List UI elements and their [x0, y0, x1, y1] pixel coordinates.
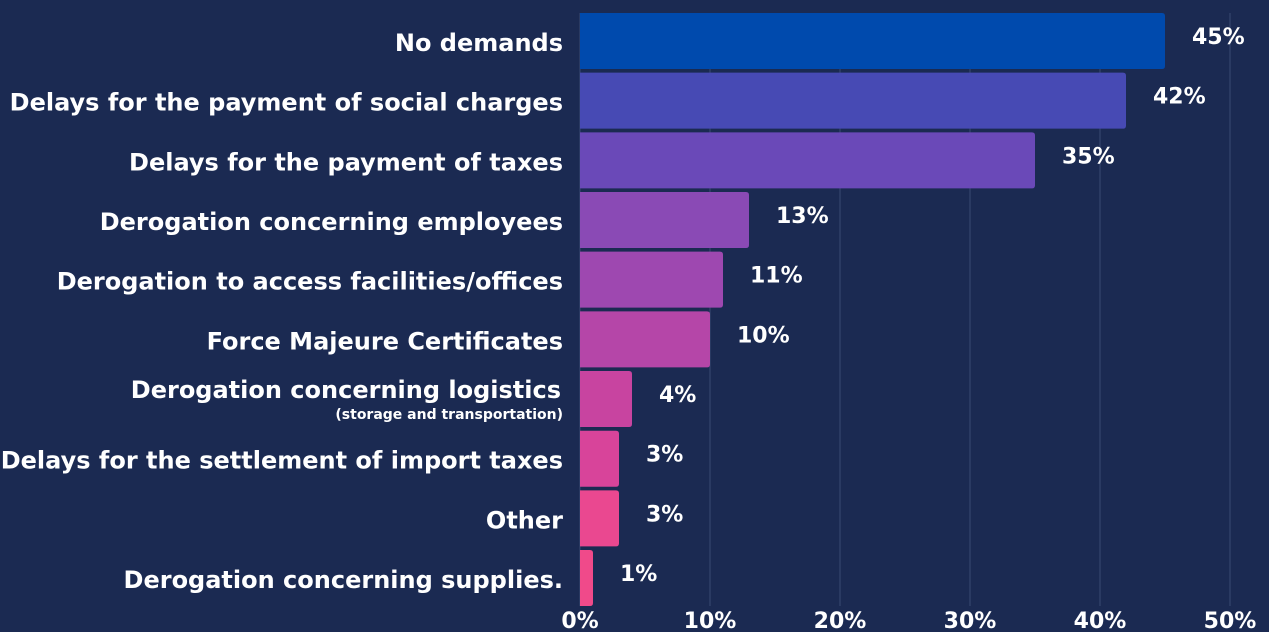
value-label: 10% — [737, 323, 790, 348]
category-label: Derogation concerning logistics — [131, 376, 561, 404]
x-tick-label: 0% — [561, 609, 598, 632]
value-label: 45% — [1192, 25, 1245, 50]
x-tick-label: 40% — [1074, 609, 1127, 632]
value-label: 13% — [776, 204, 829, 229]
x-tick-label: 10% — [684, 609, 737, 632]
category-sublabel: (storage and transportation) — [335, 407, 563, 423]
bar — [580, 371, 632, 428]
category-label: Derogation concerning supplies. — [124, 566, 563, 594]
category-label: Derogation to access facilities/offices — [57, 268, 563, 296]
x-tick-label: 20% — [814, 609, 867, 632]
category-label: Derogation concerning employees — [100, 208, 563, 236]
bar — [580, 13, 1165, 69]
value-label: 11% — [750, 264, 803, 289]
bar — [580, 430, 619, 487]
category-label: Delays for the payment of taxes — [129, 148, 563, 176]
category-label: Other — [486, 506, 563, 534]
category-label: No demands — [395, 29, 563, 57]
bar — [580, 490, 619, 547]
value-label: 42% — [1153, 85, 1206, 110]
bar — [580, 251, 723, 308]
category-label: Delays for the payment of social charges — [10, 89, 563, 117]
x-tick-label: 50% — [1204, 609, 1257, 632]
bar — [580, 132, 1035, 189]
category-label: Force Majeure Certificates — [207, 327, 563, 355]
category-label: Delays for the settlement of import taxe… — [1, 447, 563, 475]
bar — [580, 72, 1126, 129]
value-label: 1% — [620, 562, 657, 587]
x-tick-label: 30% — [944, 609, 997, 632]
bar — [580, 192, 749, 249]
bar — [580, 550, 593, 607]
value-label: 3% — [646, 443, 683, 468]
value-label: 4% — [659, 383, 696, 408]
bar — [580, 311, 710, 368]
value-label: 35% — [1062, 144, 1115, 169]
value-label: 3% — [646, 502, 683, 527]
